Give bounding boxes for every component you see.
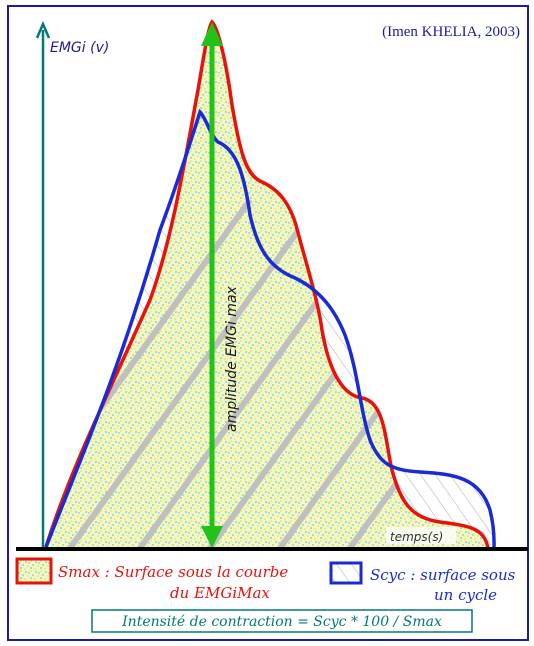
- smax-legend-line2: du EMGiMax: [170, 584, 270, 602]
- amplitude-arrowhead-bottom: [201, 526, 223, 548]
- time-label-backdrop: [386, 527, 456, 544]
- formula-box: [91, 609, 473, 633]
- scyc-curve: [44, 108, 496, 549]
- amplitude-arrowhead-top: [201, 22, 223, 46]
- smax-legend-swatch: [15, 557, 53, 585]
- citation: (Imen KHELIA, 2003): [382, 24, 520, 40]
- time-axis-label: temps(s): [390, 530, 443, 544]
- y-axis-label: EMGi (v): [50, 40, 109, 56]
- y-axis-arrowhead: [35, 20, 51, 39]
- scyc-legend-line1: Scyc : surface sous: [370, 566, 516, 584]
- smax-legend-line1: Smax : Surface sous la courbe: [58, 563, 288, 581]
- scyc-legend-line2: un cycle: [434, 586, 497, 604]
- formula-text: Intensité de contraction = Scyc * 100 / …: [121, 614, 442, 630]
- amplitude-label: amplitude EMGi max: [224, 285, 240, 432]
- smax-curve: [44, 19, 490, 549]
- scyc-legend-swatch: [329, 561, 363, 585]
